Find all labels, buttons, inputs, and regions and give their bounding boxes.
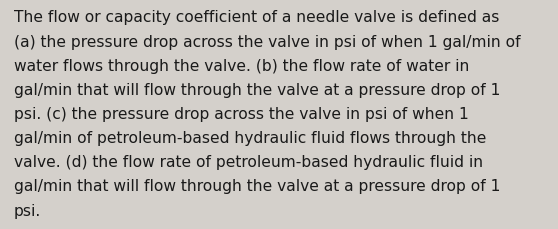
Text: gal/min of petroleum-based hydraulic fluid flows through the: gal/min of petroleum-based hydraulic flu… xyxy=(14,131,487,145)
Text: (a) the pressure drop across the valve in psi of when 1 gal/min of: (a) the pressure drop across the valve i… xyxy=(14,34,521,49)
Text: psi.: psi. xyxy=(14,203,41,218)
Text: water flows through the valve. (b) the flow rate of water in: water flows through the valve. (b) the f… xyxy=(14,58,469,73)
Text: gal/min that will flow through the valve at a pressure drop of 1: gal/min that will flow through the valve… xyxy=(14,179,501,194)
Text: psi. (c) the pressure drop across the valve in psi of when 1: psi. (c) the pressure drop across the va… xyxy=(14,106,469,121)
Text: valve. (d) the flow rate of petroleum-based hydraulic fluid in: valve. (d) the flow rate of petroleum-ba… xyxy=(14,155,483,169)
Text: gal/min that will flow through the valve at a pressure drop of 1: gal/min that will flow through the valve… xyxy=(14,82,501,97)
Text: The flow or capacity coefficient of a needle valve is defined as: The flow or capacity coefficient of a ne… xyxy=(14,10,499,25)
